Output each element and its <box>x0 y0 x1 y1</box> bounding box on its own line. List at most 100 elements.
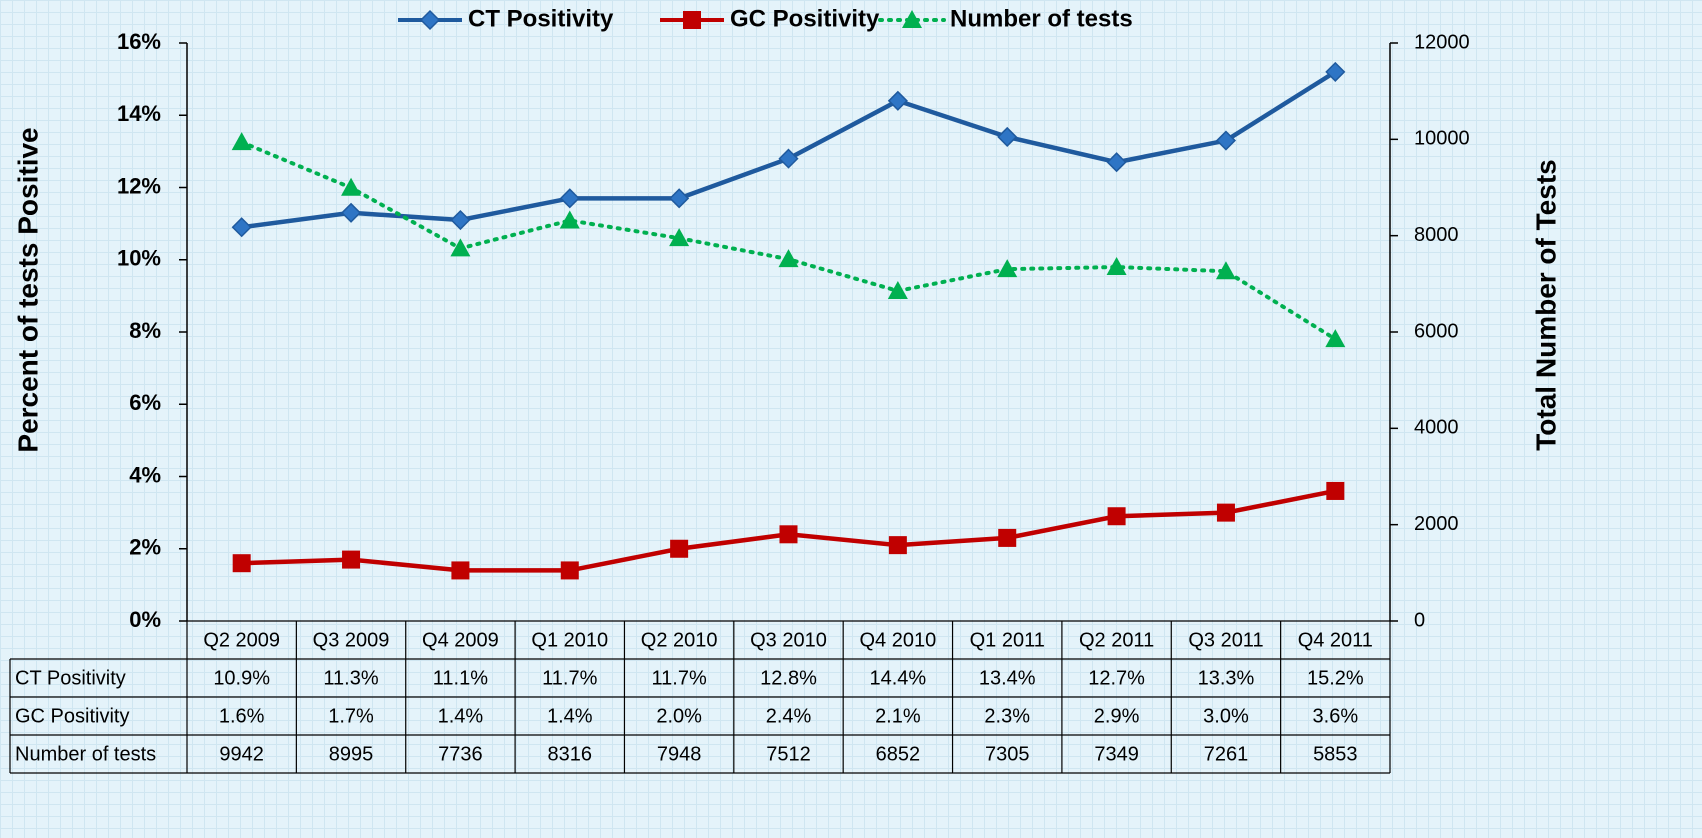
table-value: 11.3% <box>323 667 378 689</box>
legend-marker <box>902 10 922 28</box>
table-value: 3.0% <box>1203 705 1249 727</box>
x-tick-label: Q3 2009 <box>313 629 390 651</box>
point <box>669 188 690 209</box>
point <box>779 525 798 544</box>
table-value: 7261 <box>1204 743 1249 765</box>
point <box>887 90 908 111</box>
table-value: 1.6% <box>219 705 265 727</box>
y2-tick-label: 0 <box>1414 609 1425 631</box>
point <box>1215 130 1237 151</box>
table-row-label: CT Positivity <box>15 667 126 689</box>
point <box>778 148 799 169</box>
point <box>888 536 907 555</box>
point <box>1216 503 1235 522</box>
table-value: 13.3% <box>1198 667 1255 689</box>
y-tick-label: 8% <box>129 318 161 343</box>
x-tick-label: Q4 2011 <box>1298 629 1373 651</box>
point <box>1325 61 1346 82</box>
table-value: 2.3% <box>984 705 1030 727</box>
y-axis-title: Percent of tests Positive <box>12 127 43 452</box>
table-value: 12.7% <box>1088 667 1145 689</box>
table-value: 6852 <box>876 743 921 765</box>
table-row-label: Number of tests <box>15 743 156 765</box>
table-value: 9942 <box>219 743 264 765</box>
table-row-label: GC Positivity <box>15 705 129 727</box>
y-tick-label: 10% <box>117 246 161 271</box>
point <box>450 238 471 257</box>
table-value: 7512 <box>766 743 811 765</box>
table-value: 11.7% <box>652 667 707 689</box>
legend-marker <box>419 9 441 31</box>
point <box>232 554 251 573</box>
table-value: 13.4% <box>979 667 1036 689</box>
table-value: 8995 <box>329 743 374 765</box>
legend-marker <box>683 11 701 29</box>
y2-axis-title: Total Number of Tests <box>1530 159 1561 450</box>
table-value: 5853 <box>1313 743 1358 765</box>
y-tick-label: 6% <box>129 390 161 415</box>
y-tick-label: 12% <box>117 173 161 198</box>
x-tick-label: Q3 2011 <box>1188 629 1263 651</box>
point <box>1107 507 1126 526</box>
table-value: 15.2% <box>1307 667 1364 689</box>
x-tick-label: Q1 2011 <box>970 629 1045 651</box>
table-value: 12.8% <box>760 667 817 689</box>
table-value: 1.4% <box>547 705 593 727</box>
table-value: 14.4% <box>870 667 927 689</box>
point <box>998 528 1017 547</box>
point <box>559 188 580 209</box>
x-tick-label: Q2 2010 <box>641 629 718 651</box>
table-value: 7349 <box>1094 743 1139 765</box>
point <box>670 539 689 558</box>
table-value: 3.6% <box>1313 705 1359 727</box>
table-value: 11.7% <box>542 667 597 689</box>
table-value: 1.4% <box>438 705 484 727</box>
x-tick-label: Q1 2010 <box>531 629 608 651</box>
table-value: 2.9% <box>1094 705 1140 727</box>
point <box>451 561 470 580</box>
y2-tick-label: 12000 <box>1414 31 1470 53</box>
point <box>1106 257 1127 276</box>
point <box>560 561 579 580</box>
legend-label: CT Positivity <box>468 5 614 32</box>
point <box>997 259 1018 278</box>
point <box>450 209 471 231</box>
y2-tick-label: 10000 <box>1414 128 1470 150</box>
point <box>1326 481 1345 500</box>
table-value: 7736 <box>438 743 483 765</box>
legend-label: GC Positivity <box>730 5 880 32</box>
y2-tick-label: 2000 <box>1414 513 1459 535</box>
table-value: 1.7% <box>328 705 374 727</box>
x-tick-label: Q3 2010 <box>750 629 827 651</box>
x-tick-label: Q4 2010 <box>859 629 936 651</box>
point <box>341 177 362 196</box>
y-tick-label: 4% <box>129 462 161 487</box>
point <box>559 210 580 229</box>
point <box>231 217 252 238</box>
y2-tick-label: 8000 <box>1414 224 1459 246</box>
legend-label: Number of tests <box>950 5 1133 32</box>
y2-tick-label: 6000 <box>1414 320 1459 342</box>
table-value: 11.1% <box>433 667 488 689</box>
point <box>340 202 362 223</box>
table-value: 7948 <box>657 743 702 765</box>
table-value: 2.4% <box>766 705 812 727</box>
point <box>997 126 1018 147</box>
point <box>1106 152 1127 173</box>
y2-tick-label: 4000 <box>1414 417 1459 439</box>
x-tick-label: Q4 2009 <box>422 629 499 651</box>
point <box>1215 261 1236 280</box>
table-value: 7305 <box>985 743 1030 765</box>
point <box>342 550 361 569</box>
point <box>669 228 690 247</box>
table-value: 2.1% <box>875 705 921 727</box>
point <box>1325 329 1346 348</box>
y-tick-label: 14% <box>117 101 161 126</box>
y-tick-label: 0% <box>129 607 161 632</box>
point <box>778 249 799 268</box>
series-line <box>239 140 1338 342</box>
y-tick-label: 2% <box>129 535 161 560</box>
y-tick-label: 16% <box>117 29 161 54</box>
